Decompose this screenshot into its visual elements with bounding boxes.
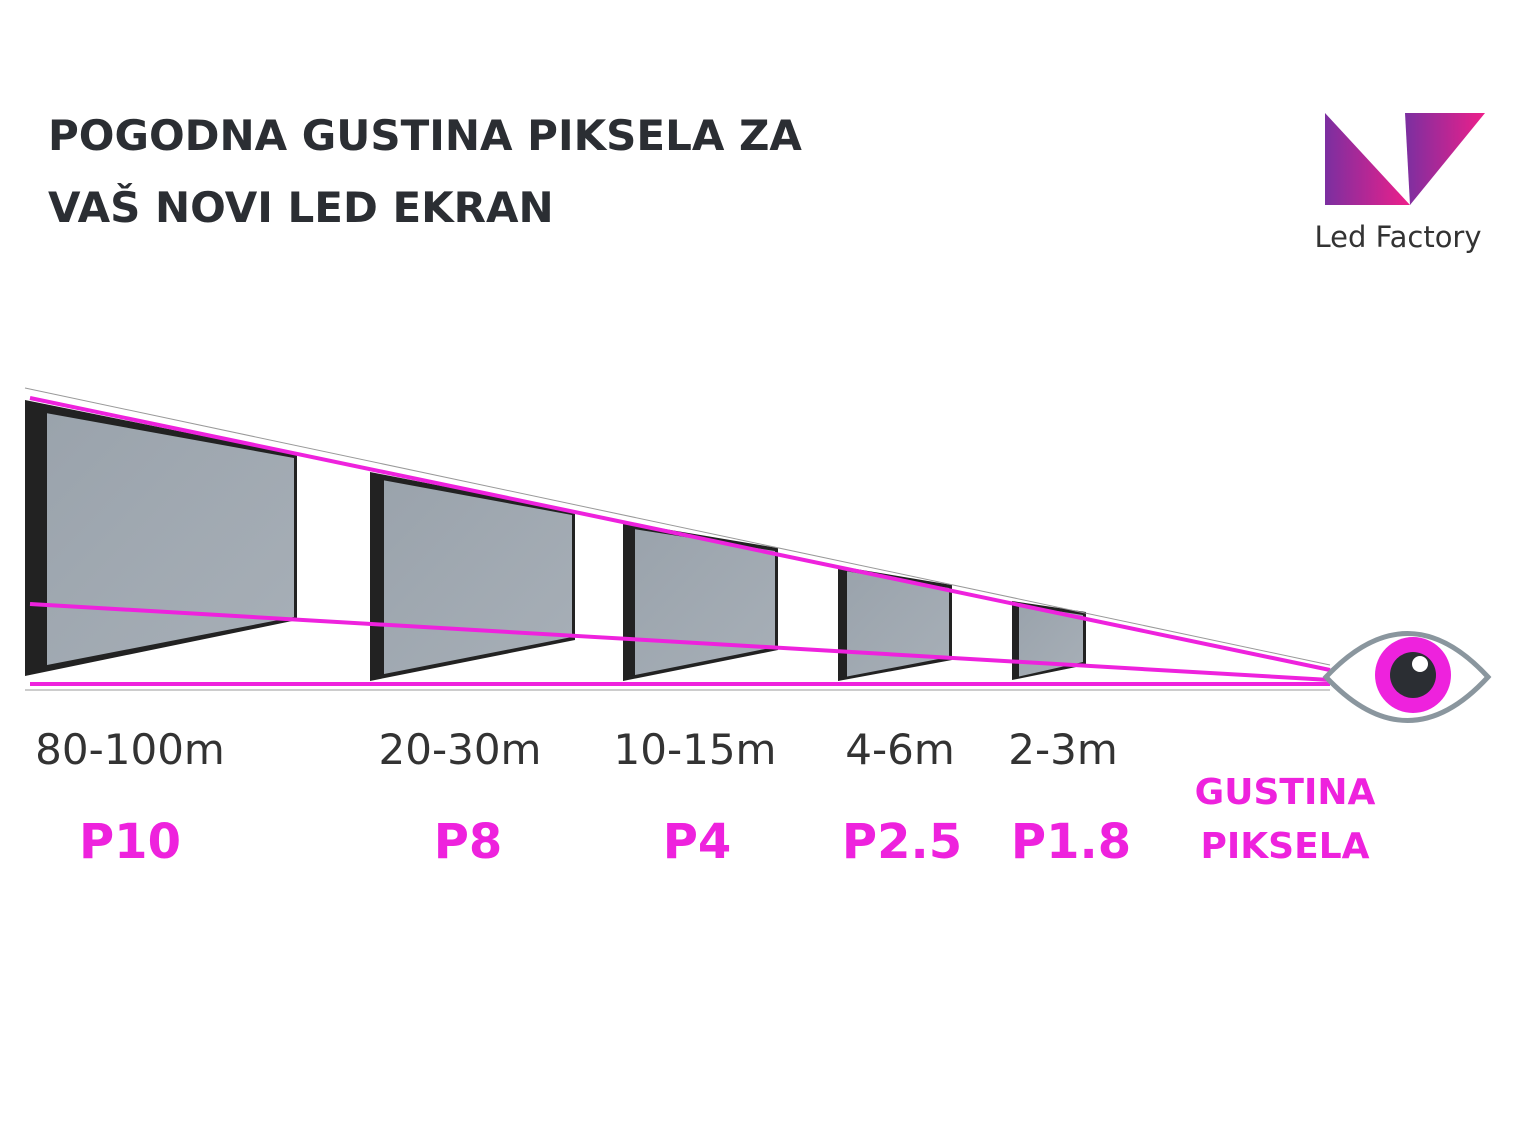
screen-panel [47, 413, 294, 665]
pixel-pitch: P4 [663, 814, 732, 870]
distance: 4-6m [845, 725, 955, 774]
highlight [1412, 656, 1428, 672]
sight-line [29, 396, 1331, 672]
sight-lines [24, 387, 1331, 691]
pixel-pitch: P1.8 [1011, 814, 1131, 870]
pixel-pitch: P10 [79, 814, 181, 870]
screen-panel [635, 529, 775, 675]
pitch-label: PIKSELA [1201, 826, 1370, 867]
distance: 10-15m [614, 725, 777, 774]
pitch-label: GUSTINA [1195, 772, 1376, 813]
title-line: POGODNA GUSTINA PIKSELA ZA [48, 111, 802, 160]
distance: 20-30m [379, 725, 542, 774]
pixel-pitch: P2.5 [842, 814, 962, 870]
title-line: VAŠ NOVI LED EKRAN [48, 182, 554, 232]
distance: 2-3m [1008, 725, 1118, 774]
logo-text: Led Factory [1314, 220, 1481, 254]
screen-panel [847, 571, 949, 677]
pixel-pitch: P8 [434, 814, 503, 870]
screen-panel [1019, 605, 1083, 677]
sight-line [29, 602, 1331, 682]
screens: 80-100m P10 20-30m P8 10-15m P4 4-6m P2.5 2-3m P1… [25, 400, 1131, 870]
pupil [1390, 652, 1436, 698]
distance: 80-100m [35, 725, 225, 774]
logo-shape [1325, 113, 1410, 205]
logo: Led Factory [1314, 113, 1485, 254]
eye [1322, 631, 1492, 723]
logo-shape [1405, 113, 1485, 205]
guide-line [24, 387, 1331, 666]
